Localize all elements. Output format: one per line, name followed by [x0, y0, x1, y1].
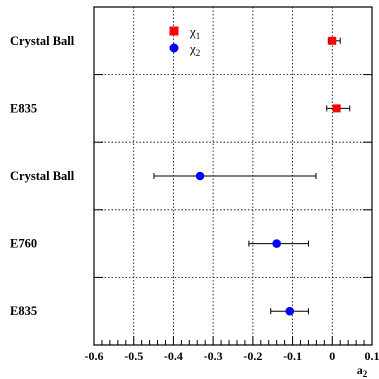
- x-tick-label: 0.1: [365, 349, 379, 363]
- x-tick-label: -0.2: [243, 349, 262, 363]
- data-point-square: [328, 36, 337, 45]
- legend-marker-circle: [169, 43, 179, 53]
- x-axis-label: a2: [357, 363, 368, 379]
- category-label: E835: [10, 304, 37, 318]
- legend-label-subscript: 1: [196, 31, 201, 41]
- x-tick-label: -0.3: [204, 349, 223, 363]
- plot-frame: [93, 6, 373, 346]
- data-point-circle: [272, 239, 281, 248]
- x-tick-label: -0.4: [164, 349, 183, 363]
- x-tick-label: 0: [329, 349, 335, 363]
- data-point-circle: [285, 306, 295, 316]
- data-point-square: [332, 104, 341, 113]
- legend-label: χ2: [189, 41, 200, 58]
- category-label: Crystal Ball: [10, 169, 75, 183]
- data-point-circle: [195, 171, 205, 181]
- data-layer: [153, 36, 351, 316]
- legend-label-base: χ: [189, 41, 196, 56]
- legend-label-subscript: 2: [196, 48, 201, 58]
- category-label: Crystal Ball: [10, 34, 75, 48]
- x-axis-label-base: a: [357, 363, 363, 377]
- legend-label-base: χ: [189, 24, 196, 39]
- category-label: E835: [10, 101, 37, 115]
- x-tick-label: -0.1: [283, 349, 302, 363]
- legend-label: χ1: [189, 24, 200, 41]
- category-labels: Crystal Ball E835 Crystal Ball E760 E835: [10, 34, 75, 318]
- x-tick-label: -0.6: [85, 349, 104, 363]
- legend-marker-square: [169, 26, 179, 36]
- x-tick-label: -0.5: [124, 349, 143, 363]
- x-axis-label-subscript: 2: [363, 369, 368, 379]
- tick-layer: -0.6 -0.5 -0.4 -0.3 -0.2 -0.1 0 0.1: [85, 74, 379, 363]
- category-label: E760: [10, 237, 37, 251]
